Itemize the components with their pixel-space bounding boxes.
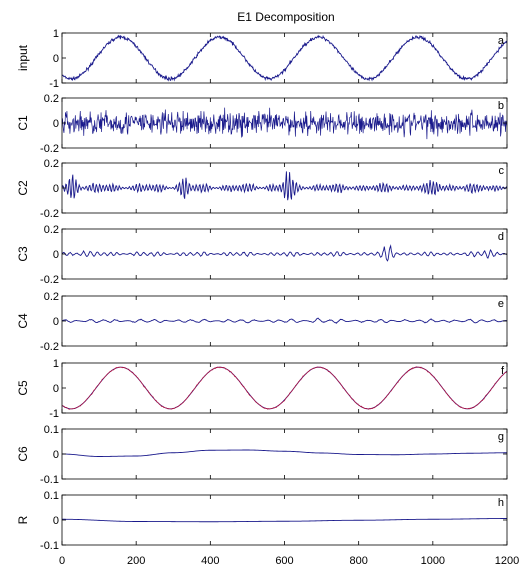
y-axis-label: C3 xyxy=(16,246,30,262)
x-tick-label: 0 xyxy=(59,555,65,567)
y-tick-label: 0 xyxy=(53,449,59,461)
x-tick-label: 600 xyxy=(275,555,293,567)
panel-c4: 0.2 0 -0.2 C4 e xyxy=(16,291,508,353)
series-line-c4 xyxy=(62,317,507,324)
y-axis-label: R xyxy=(16,515,30,524)
panel-c2: 0.2 0 -0.2 C2 c xyxy=(16,158,508,220)
x-tick-label: 400 xyxy=(201,555,219,567)
y-axis-label: input xyxy=(16,44,30,71)
y-tick-label: 0.1 xyxy=(44,424,59,436)
y-tick-label: 0 xyxy=(53,316,59,328)
panel-label: e xyxy=(498,298,504,310)
y-tick-label: 0.2 xyxy=(44,224,59,236)
x-tick-label: 1000 xyxy=(421,555,445,567)
y-tick-label: -0.2 xyxy=(40,341,59,353)
panel-label: f xyxy=(501,365,505,377)
y-tick-label: -0.2 xyxy=(40,274,59,286)
series-line-c3 xyxy=(62,244,507,262)
panel-label: d xyxy=(498,231,504,243)
series-line-r xyxy=(62,518,507,523)
y-tick-label: 0 xyxy=(53,249,59,261)
panel-c6: 0.1 0 -0.1 C6 g xyxy=(16,424,508,486)
y-tick-label: -1 xyxy=(49,78,59,90)
panel-label: g xyxy=(498,431,504,443)
series-line-c5 xyxy=(62,366,507,410)
y-tick-label: 1 xyxy=(53,28,59,40)
panel-c1: 0.2 0 -0.2 C1 b xyxy=(16,93,508,155)
x-tick-label: 800 xyxy=(349,555,367,567)
y-axis-label: C1 xyxy=(16,115,30,131)
series-line-c2 xyxy=(62,171,507,201)
y-axis-label: C2 xyxy=(16,180,30,196)
panel-label: h xyxy=(498,497,504,509)
panel-frame xyxy=(61,32,508,84)
y-tick-label: 0 xyxy=(53,515,59,527)
series-line-input xyxy=(62,34,507,82)
y-tick-label: 1 xyxy=(53,358,59,370)
y-tick-label: 0.2 xyxy=(44,158,59,170)
series-line-c1 xyxy=(62,107,507,140)
y-tick-label: -1 xyxy=(49,408,59,420)
y-tick-label: -0.2 xyxy=(40,143,59,155)
panel-frame xyxy=(61,362,508,414)
panel-r: 0.1 0 -0.1 Rh xyxy=(16,490,508,552)
y-tick-label: 0 xyxy=(53,118,59,130)
x-tick-label: 1200 xyxy=(495,555,519,567)
panels-group: 1 0 -1 input a 0.2 0 -0.2 C1 b 0.2 0 -0.2 C2 c 0.2 0 -0.2… xyxy=(16,28,508,552)
y-axis-label: C5 xyxy=(16,380,30,396)
overlay-line-c5 xyxy=(62,366,507,410)
y-tick-label: 0.1 xyxy=(44,490,59,502)
chart-title: E1 Decomposition xyxy=(237,10,334,24)
panel-label: b xyxy=(498,100,504,112)
y-tick-label: 0 xyxy=(53,53,59,65)
y-tick-label: 0 xyxy=(53,383,59,395)
y-tick-label: -0.1 xyxy=(40,540,59,552)
y-tick-label: 0.2 xyxy=(44,291,59,303)
panel-c3: 0.2 0 -0.2 C3 d xyxy=(16,224,508,286)
x-tick-label: 200 xyxy=(127,555,145,567)
panel-label: c xyxy=(499,165,505,177)
panel-frame xyxy=(61,494,508,546)
x-axis-ticks: 0 200 400 600 800 1000 1200 xyxy=(59,555,519,567)
series-line-c6 xyxy=(62,449,507,457)
panel-c5: 1 0 -1 C5 f xyxy=(16,358,508,420)
y-axis-label: C6 xyxy=(16,446,30,462)
y-tick-label: 0.2 xyxy=(44,93,59,105)
panel-input: 1 0 -1 input a xyxy=(16,28,508,90)
y-axis-label: C4 xyxy=(16,313,30,329)
panel-label: a xyxy=(498,35,505,47)
y-tick-label: -0.1 xyxy=(40,474,59,486)
y-tick-label: -0.2 xyxy=(40,208,59,220)
y-tick-label: 0 xyxy=(53,183,59,195)
